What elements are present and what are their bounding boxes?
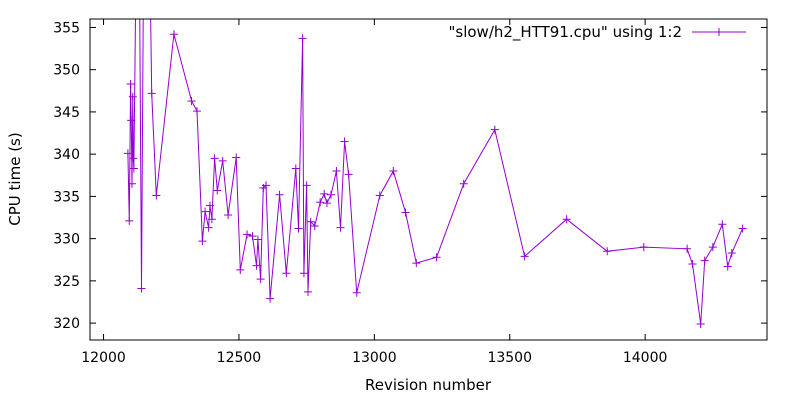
y-tick-label: 355 bbox=[53, 20, 80, 36]
data-point-marker bbox=[187, 96, 196, 105]
data-point-marker bbox=[252, 261, 261, 270]
x-axis-title: Revision number bbox=[365, 376, 492, 394]
data-point-marker bbox=[298, 34, 307, 43]
y-tick-label: 335 bbox=[53, 189, 80, 205]
data-point-marker bbox=[128, 92, 137, 101]
data-point-marker bbox=[696, 319, 705, 328]
data-point-marker bbox=[262, 181, 271, 190]
y-tick-label: 340 bbox=[53, 147, 80, 163]
data-point-marker bbox=[490, 125, 499, 134]
y-tick-label: 330 bbox=[53, 232, 80, 248]
legend: "slow/h2_HTT91.cpu" using 1:2 bbox=[449, 23, 746, 42]
data-point-marker bbox=[291, 164, 300, 173]
data-point-marker bbox=[192, 107, 201, 116]
data-point-marker bbox=[213, 186, 222, 195]
data-point-marker bbox=[232, 153, 241, 162]
x-tick-label: 12000 bbox=[81, 350, 126, 366]
data-point-marker bbox=[320, 189, 329, 198]
data-point-marker bbox=[327, 190, 336, 199]
data-point-marker bbox=[562, 215, 571, 224]
y-tick-label: 345 bbox=[53, 105, 80, 121]
x-tick-label: 14000 bbox=[623, 350, 668, 366]
data-point-marker bbox=[310, 221, 319, 230]
x-tick-label: 12500 bbox=[217, 350, 262, 366]
data-point-marker bbox=[352, 288, 361, 297]
data-point-marker bbox=[316, 198, 325, 207]
data-point-marker bbox=[738, 224, 747, 233]
data-point-marker bbox=[520, 252, 529, 261]
data-point-marker bbox=[205, 201, 214, 210]
data-point-marker bbox=[375, 191, 384, 200]
data-point-marker bbox=[126, 80, 135, 89]
data-point-marker bbox=[336, 223, 345, 232]
data-point-marker bbox=[248, 232, 257, 241]
data-point-marker bbox=[266, 294, 275, 303]
legend-label: "slow/h2_HTT91.cpu" using 1:2 bbox=[449, 23, 683, 42]
data-point-marker bbox=[683, 244, 692, 253]
data-point-marker bbox=[294, 224, 303, 233]
y-tick-label: 325 bbox=[53, 274, 80, 290]
data-point-marker bbox=[129, 164, 138, 173]
data-point-marker bbox=[207, 215, 216, 224]
data-point-marker bbox=[389, 167, 398, 176]
data-point-marker bbox=[204, 223, 213, 232]
data-point-marker bbox=[256, 275, 265, 284]
data-point-marker bbox=[129, 154, 138, 163]
legend-swatch-marker bbox=[715, 28, 723, 36]
series-group bbox=[123, 19, 747, 328]
data-point-marker bbox=[302, 181, 311, 190]
data-point-marker bbox=[303, 287, 312, 296]
data-point-marker bbox=[700, 256, 709, 265]
data-point-marker bbox=[459, 179, 468, 188]
data-point-marker bbox=[147, 89, 156, 98]
data-point-marker bbox=[236, 265, 245, 274]
data-point-marker bbox=[340, 137, 349, 146]
data-point-marker bbox=[603, 247, 612, 256]
axis-ticks: 12000 12500 13000 13500 14000 320 325 330 335 340… bbox=[53, 19, 767, 366]
y-tick-label: 350 bbox=[53, 63, 80, 79]
data-point-marker bbox=[332, 167, 341, 176]
data-point-marker bbox=[218, 156, 227, 165]
data-point-marker bbox=[152, 191, 161, 200]
data-point-marker bbox=[688, 259, 697, 268]
data-point-marker bbox=[210, 154, 219, 163]
data-point-marker bbox=[306, 217, 315, 226]
data-point-marker bbox=[412, 259, 421, 268]
data-point-marker bbox=[344, 170, 353, 179]
data-point-marker bbox=[432, 253, 441, 262]
data-point-marker bbox=[727, 248, 736, 257]
data-point-marker bbox=[127, 116, 136, 125]
data-point-marker bbox=[639, 243, 648, 252]
data-point-marker bbox=[127, 179, 136, 188]
data-point-marker bbox=[169, 30, 178, 39]
data-point-marker bbox=[275, 190, 284, 199]
data-point-marker bbox=[708, 243, 717, 252]
y-axis-title: CPU time (s) bbox=[6, 132, 24, 225]
data-point-marker bbox=[718, 220, 727, 229]
data-point-marker bbox=[201, 207, 210, 216]
data-point-marker bbox=[322, 199, 331, 208]
data-point-marker bbox=[224, 210, 233, 219]
y-tick-label: 320 bbox=[53, 316, 80, 332]
data-point-marker bbox=[723, 262, 732, 271]
x-tick-label: 13500 bbox=[487, 350, 532, 366]
data-point-marker bbox=[198, 237, 207, 246]
data-point-marker bbox=[253, 235, 262, 244]
data-point-marker bbox=[282, 269, 291, 278]
plot-frame bbox=[89, 18, 768, 341]
x-tick-label: 13000 bbox=[352, 350, 397, 366]
data-point-marker bbox=[137, 284, 146, 293]
data-point-marker bbox=[243, 230, 252, 239]
data-point-marker bbox=[299, 269, 308, 278]
data-point-marker bbox=[123, 149, 132, 158]
data-point-marker bbox=[401, 208, 410, 217]
data-point-marker bbox=[125, 216, 134, 225]
